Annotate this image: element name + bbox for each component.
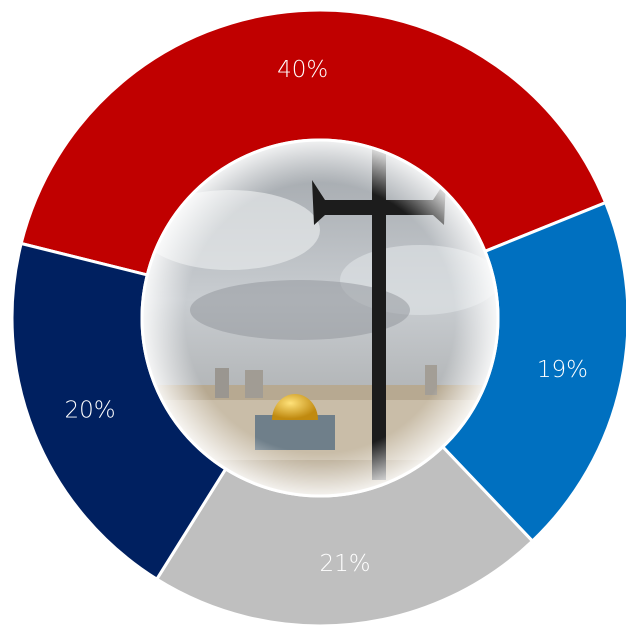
hole-border — [140, 138, 500, 498]
data-label: 21% — [319, 551, 370, 577]
data-label: 20% — [64, 397, 115, 423]
data-label: 19% — [537, 357, 588, 383]
segments — [10, 8, 626, 628]
data-label: 40% — [277, 57, 328, 83]
